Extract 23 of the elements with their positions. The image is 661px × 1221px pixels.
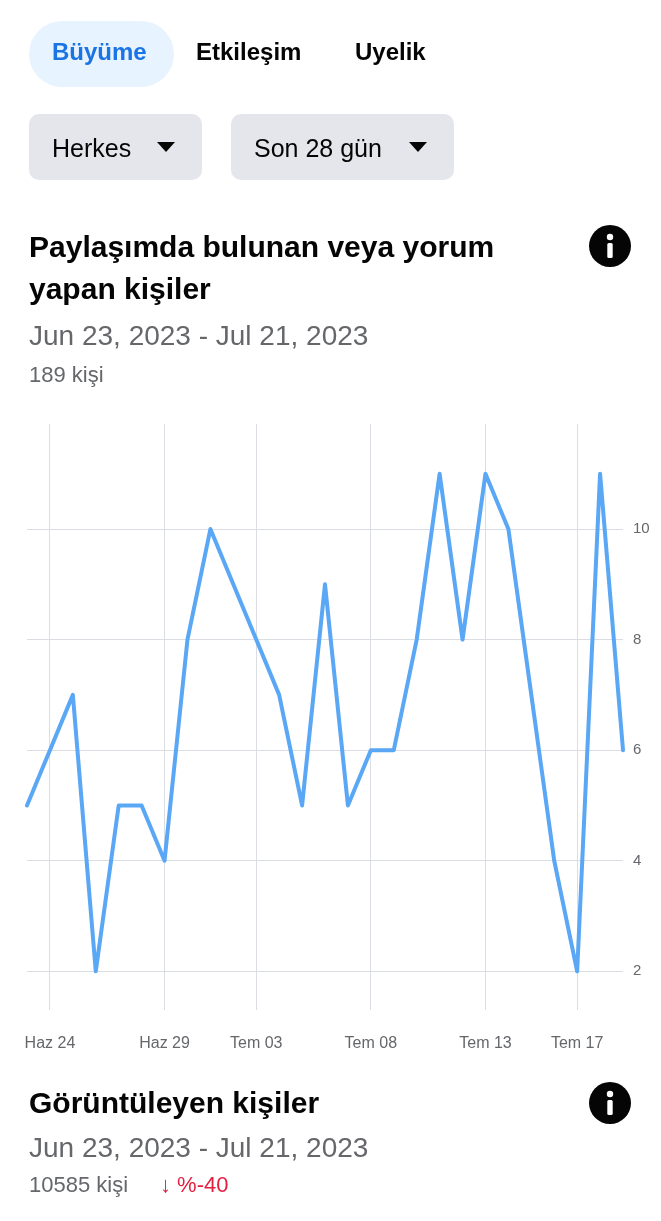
y-tick-label: 2 [633, 961, 642, 979]
y-tick-label: 10 [633, 519, 650, 537]
x-tick-label: Tem 08 [344, 1034, 398, 1052]
y-tick-label: 6 [633, 740, 642, 758]
chart-title: Paylaşımda bulunan veya yorum yapan kişiler [29, 229, 496, 307]
text: 10585 kişi [29, 1172, 129, 1198]
x-tick-label: Haz 29 [139, 1034, 190, 1052]
text: Jun 23, 2023 - Jul 21, 2023 [29, 1132, 369, 1164]
y-tick-label: 4 [633, 850, 642, 868]
text: Son 28 gün [254, 134, 382, 163]
text: ↓ %-40 [160, 1172, 229, 1198]
text: Görüntüleyen kişiler [29, 1085, 320, 1121]
x-tick-label: Tem 13 [459, 1034, 512, 1052]
text: Uyelik [355, 38, 426, 66]
x-tick-label: Haz 24 [24, 1034, 76, 1052]
text: Büyüme [52, 38, 147, 66]
text: Herkes [52, 134, 132, 163]
chart-subtitle: Jun 23, 2023 - Jul 21, 2023 [29, 320, 369, 352]
x-tick-label: Tem 17 [550, 1034, 604, 1052]
x-tick-label: Tem 03 [230, 1034, 283, 1052]
y-tick-label: 8 [633, 629, 642, 647]
text: 189 kişi [29, 362, 104, 388]
text: Etkileşim [196, 38, 302, 66]
